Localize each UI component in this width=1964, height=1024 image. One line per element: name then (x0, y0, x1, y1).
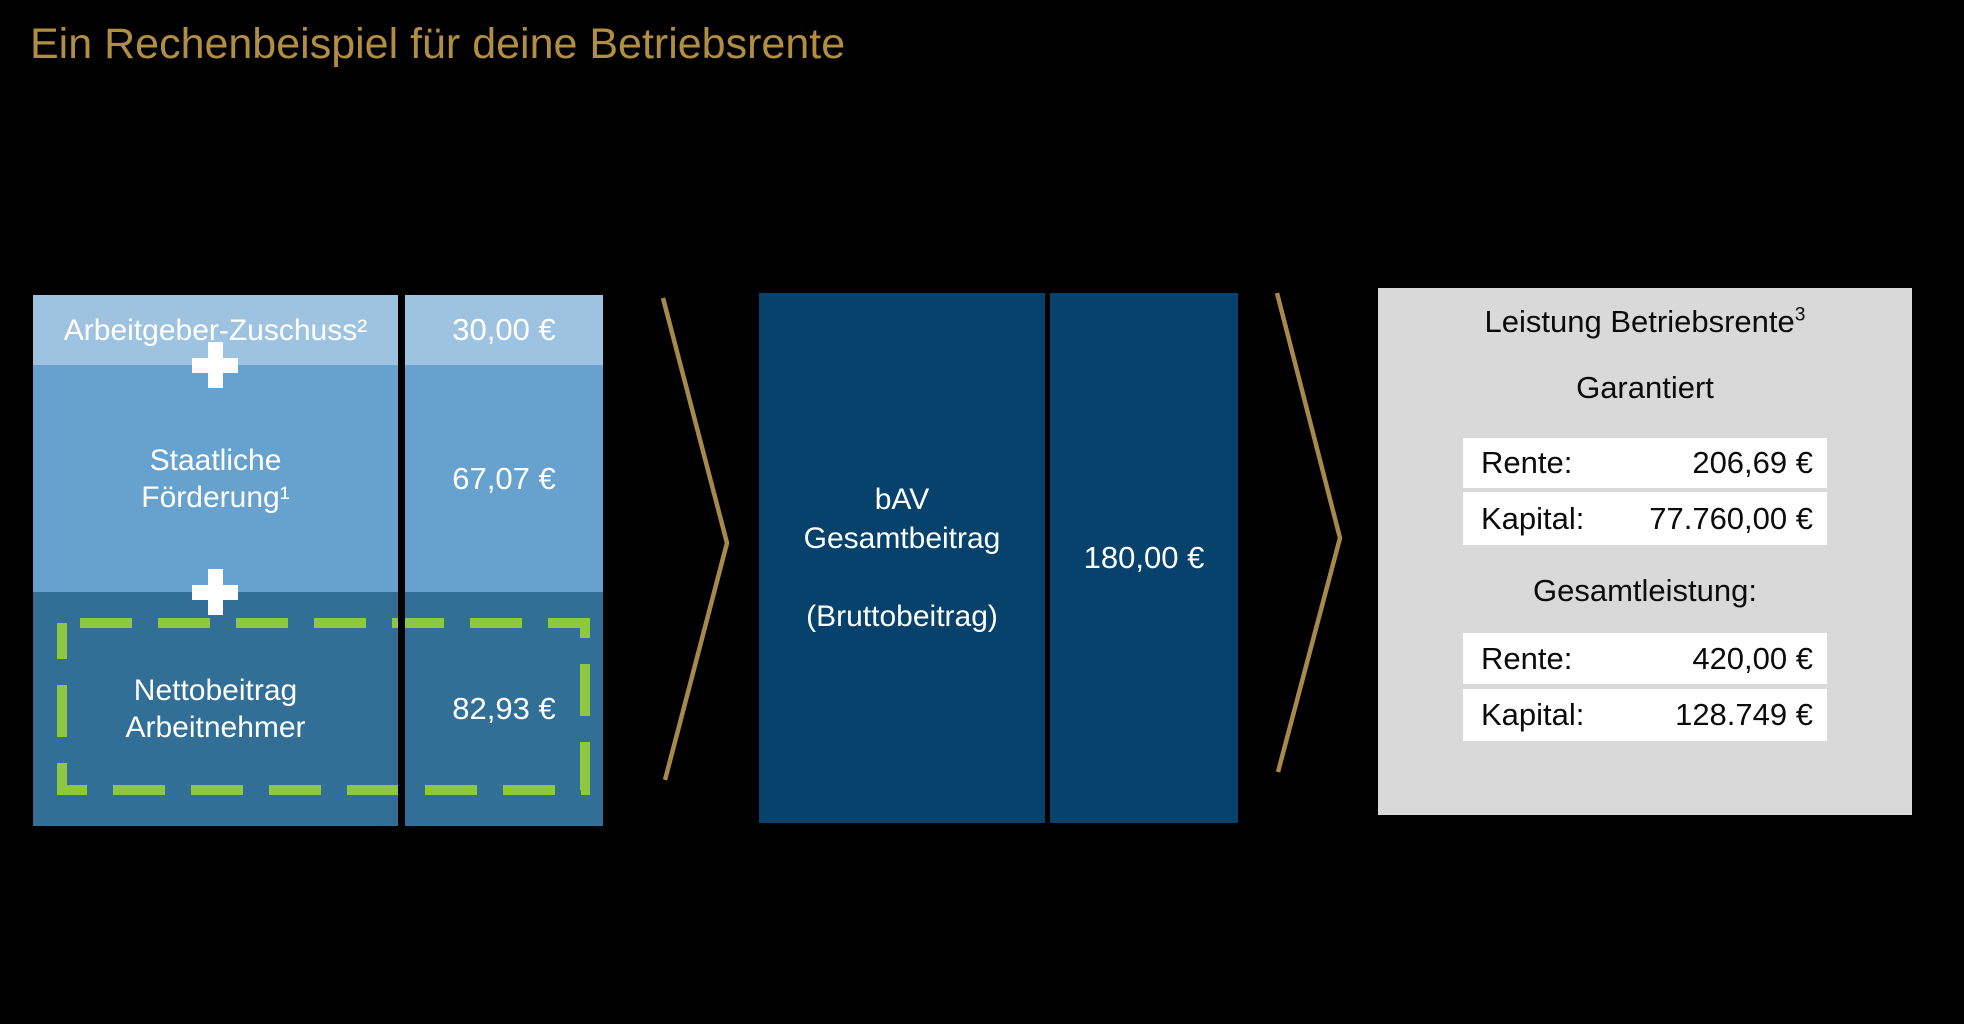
row-label: Rente: (1481, 640, 1573, 676)
state-support-value: 67,07 € (405, 365, 603, 592)
label-line: Arbeitnehmer (125, 711, 306, 744)
label-line: Arbeitgeber-Zuschuss² (63, 313, 368, 347)
result-panel: Leistung Betriebsrente3 Garantiert Rente… (1378, 288, 1912, 815)
result-row-total-pension: Rente: 420,00 € (1463, 633, 1827, 684)
label-line: Nettobeitrag (133, 674, 298, 707)
row-value: 77.760,00 € (1649, 500, 1813, 536)
total-contribution-value: 180,00 € (1050, 293, 1238, 823)
stack-row-state-support: Staatliche Förderung¹ 67,07 € (33, 365, 603, 592)
stack-column-divider (398, 295, 405, 826)
result-row-total-capital: Kapital: 128.749 € (1463, 689, 1827, 741)
section-heading-guaranteed: Garantiert (1576, 370, 1714, 405)
row-value: 128.749 € (1675, 697, 1813, 732)
row-label: Kapital: (1481, 500, 1585, 536)
state-support-label: Staatliche Förderung¹ (33, 365, 398, 592)
contribution-stack: Arbeitgeber-Zuschuss² 30,00 € Staatliche… (33, 295, 603, 826)
total-contribution-label: bAV Gesamtbeitrag (Bruttobeitrag) (759, 293, 1045, 823)
chevron-right-icon (1274, 292, 1343, 773)
label-line: bAV (874, 483, 930, 516)
row-label: Kapital: (1481, 697, 1585, 732)
value-text: 180,00 € (1083, 540, 1205, 575)
plus-icon (192, 342, 238, 388)
page-title: Ein Rechenbeispiel für deine Betriebsren… (30, 20, 846, 68)
total-contribution-block: bAV Gesamtbeitrag (Bruttobeitrag) 180,00… (759, 293, 1238, 823)
chevron-right-icon (660, 297, 730, 781)
stack-row-employer-subsidy: Arbeitgeber-Zuschuss² 30,00 € (33, 295, 603, 365)
employer-subsidy-value: 30,00 € (405, 295, 603, 365)
value-text: 67,07 € (452, 460, 556, 496)
value-text: 82,93 € (452, 691, 556, 726)
stack-row-employee-net: Nettobeitrag Arbeitnehmer 82,93 € (33, 592, 603, 826)
row-value: 420,00 € (1692, 640, 1813, 676)
row-value: 206,69 € (1692, 445, 1813, 480)
section-heading-total: Gesamtleistung: (1533, 573, 1757, 608)
value-text: 30,00 € (452, 312, 556, 347)
result-panel-title-text: Leistung Betriebsrente (1484, 304, 1795, 339)
employee-net-highlight-box (57, 618, 590, 795)
label-line: (Bruttobeitrag) (806, 600, 998, 633)
result-row-guaranteed-pension: Rente: 206,69 € (1463, 438, 1827, 488)
label-line: Gesamtbeitrag (803, 522, 1001, 555)
label-line: Förderung¹ (141, 480, 290, 514)
result-row-guaranteed-capital: Kapital: 77.760,00 € (1463, 492, 1827, 545)
footnote-superscript: 3 (1794, 304, 1806, 326)
result-panel-title: Leistung Betriebsrente3 (1378, 302, 1912, 342)
label-line: Staatliche (149, 443, 282, 477)
plus-icon (192, 569, 238, 615)
employee-net-label: Nettobeitrag Arbeitnehmer (33, 592, 398, 826)
row-label: Rente: (1481, 445, 1573, 480)
